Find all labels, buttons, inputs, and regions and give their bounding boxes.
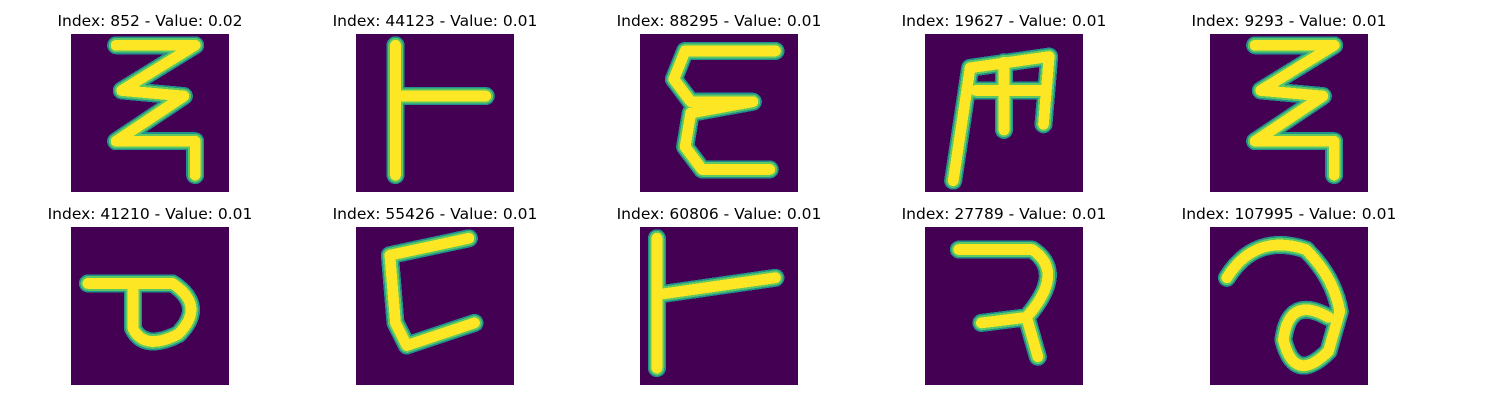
panel-title: Index: 55426 - Value: 0.01 xyxy=(332,205,538,223)
glyph-svg xyxy=(925,34,1083,192)
glyph-image xyxy=(1210,227,1368,385)
stroke-core xyxy=(384,232,480,351)
stroke-core xyxy=(1221,239,1346,371)
stroke-core xyxy=(110,39,201,181)
glyph-svg xyxy=(1210,34,1368,192)
glyph-image xyxy=(640,34,798,192)
glyph-image xyxy=(1210,34,1368,192)
panel-title: Index: 60806 - Value: 0.01 xyxy=(616,205,822,223)
glyph-svg xyxy=(71,227,229,385)
glyph-image xyxy=(925,34,1083,192)
glyph-image xyxy=(356,34,514,192)
glyph-image xyxy=(640,227,798,385)
stroke-core xyxy=(390,39,492,181)
stroke-core xyxy=(947,51,1055,187)
glyph-image xyxy=(356,227,514,385)
glyph-image xyxy=(71,34,229,192)
image-background xyxy=(640,227,798,385)
glyph-svg xyxy=(71,34,229,192)
panel-title: Index: 9293 - Value: 0.01 xyxy=(1191,12,1387,30)
panel-title: Index: 27789 - Value: 0.01 xyxy=(901,205,1107,223)
image-background xyxy=(71,227,229,385)
glyph-svg xyxy=(1210,227,1368,385)
panel-title: Index: 107995 - Value: 0.01 xyxy=(1181,205,1397,223)
stroke-core xyxy=(651,232,781,374)
glyph-image xyxy=(925,227,1083,385)
glyph-svg xyxy=(640,227,798,385)
glyph-image xyxy=(71,227,229,385)
stroke-core xyxy=(953,244,1054,363)
panel-title: Index: 44123 - Value: 0.01 xyxy=(332,12,538,30)
stroke-core xyxy=(1249,39,1340,181)
glyph-svg xyxy=(356,34,514,192)
panel-title: Index: 41210 - Value: 0.01 xyxy=(47,205,253,223)
panel-title: Index: 852 - Value: 0.02 xyxy=(57,12,243,30)
panel-title: Index: 19627 - Value: 0.01 xyxy=(901,12,1107,30)
panel-title: Index: 88295 - Value: 0.01 xyxy=(616,12,822,30)
glyph-svg xyxy=(640,34,798,192)
stroke-core xyxy=(668,45,781,175)
glyph-svg xyxy=(925,227,1083,385)
glyph-svg xyxy=(356,227,514,385)
image-background xyxy=(356,34,514,192)
stroke-core xyxy=(82,278,197,347)
